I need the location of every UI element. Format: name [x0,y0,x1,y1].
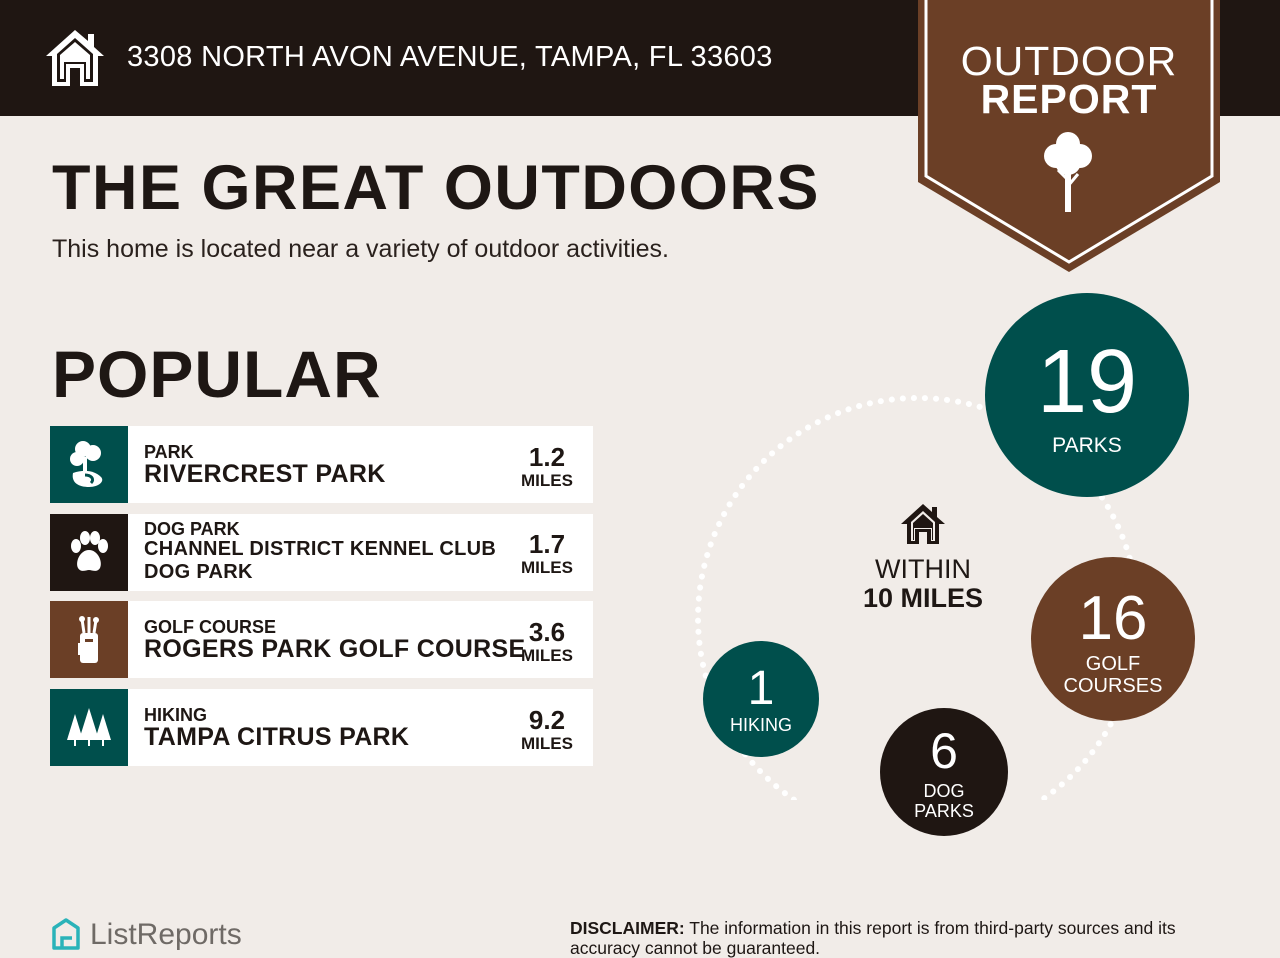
golf-courses-count-circle: 16 GOLF COURSES [1031,557,1195,721]
within-distance: 10 MILES [862,583,984,613]
banner-title-line2: REPORT [980,76,1158,122]
dog-parks-count: 6 [930,723,958,779]
page-title: THE GREAT OUTDOORS [52,153,820,223]
card-distance: 9.2 [528,705,566,735]
disclaimer-label: DISCLAIMER: [570,918,685,938]
disclaimer-text: The information in this report is from t… [570,918,1176,958]
card-category: PARK [144,442,194,462]
paw-icon [50,514,128,591]
home-icon [46,30,104,86]
card-category: HIKING [144,705,207,725]
popular-card-hiking[interactable]: HIKING TAMPA CITRUS PARK 9.2 MILES [50,689,593,766]
dog-parks-label-line1: DOG [923,781,965,801]
card-distance-unit: MILES [521,734,573,753]
card-distance-unit: MILES [521,471,573,490]
hiking-count: 1 [747,662,775,715]
dog-parks-label-line2: PARKS [914,801,974,821]
card-category: GOLF COURSE [144,617,277,637]
pine-trees-icon [50,689,128,766]
dog-parks-count-circle: 6 DOG PARKS [880,708,1008,836]
parks-count: 19 [1036,332,1138,432]
card-distance-unit: MILES [521,646,573,665]
popular-card-dog-park[interactable]: DOG PARK CHANNEL DISTRICT KENNEL CLUB DO… [50,514,593,591]
golf-courses-count: 16 [1078,584,1148,653]
card-name: RIVERCREST PARK [144,460,386,488]
golf-bag-icon [50,601,128,678]
disclaimer: DISCLAIMER: The information in this repo… [570,918,1250,958]
home-icon [901,504,945,544]
parks-count-circle: 19 PARKS [985,293,1189,497]
card-distance: 1.7 [528,529,566,559]
popular-heading: POPULAR [52,337,382,411]
property-address: 3308 NORTH AVON AVENUE, TAMPA, FL 33603 [127,41,773,73]
hiking-label: HIKING [729,715,792,735]
within-label: WITHIN [875,554,971,584]
card-name: ROGERS PARK GOLF COURSE [144,635,526,663]
popular-card-golf-course[interactable]: GOLF COURSE ROGERS PARK GOLF COURSE 3.6 … [50,601,593,678]
card-distance-unit: MILES [521,558,573,577]
page-subtitle: This home is located near a variety of o… [52,235,669,263]
card-name: CHANNEL DISTRICT KENNEL CLUB DOG PARK [144,538,497,583]
listreports-logo-icon [52,918,80,950]
tree-icon [1044,132,1092,212]
card-distance: 1.2 [528,442,566,472]
golf-courses-label-line2: COURSES [1063,675,1163,697]
park-icon [50,426,128,503]
golf-courses-label-line1: GOLF [1085,653,1141,675]
hiking-count-circle: 1 HIKING [703,641,819,757]
popular-card-park[interactable]: PARK RIVERCREST PARK 1.2 MILES [50,426,593,503]
brand-name: ListReports [90,918,242,951]
card-name: TAMPA CITRUS PARK [144,723,410,751]
parks-label: PARKS [1052,434,1122,457]
banner-title-line1: OUTDOOR [960,38,1178,84]
card-category: DOG PARK [144,519,240,539]
card-distance: 3.6 [528,617,566,647]
